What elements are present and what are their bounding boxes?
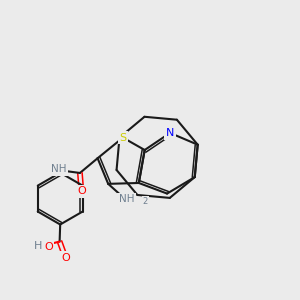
Text: NH: NH bbox=[119, 194, 134, 204]
Text: H: H bbox=[34, 241, 43, 251]
Text: O: O bbox=[77, 186, 86, 196]
Text: NH: NH bbox=[51, 164, 66, 174]
Text: S: S bbox=[119, 133, 127, 142]
Text: N: N bbox=[166, 128, 174, 138]
Text: O: O bbox=[44, 242, 53, 252]
Text: O: O bbox=[61, 253, 70, 263]
Text: 2: 2 bbox=[143, 197, 148, 206]
